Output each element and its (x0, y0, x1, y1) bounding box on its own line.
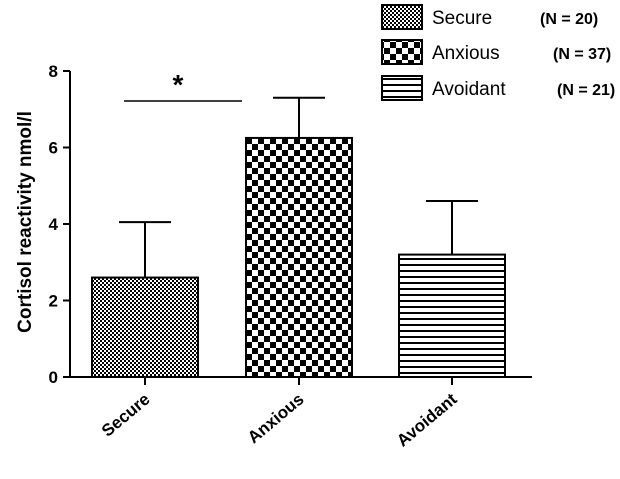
y-axis: 0 2 4 6 8 (49, 62, 71, 387)
legend: Secure (N = 20) Anxious (N = 37) Avoidant (N … (381, 4, 615, 101)
bar-avoidant (398, 253, 506, 379)
bar-anxious (245, 136, 353, 378)
legend-swatch-secure (381, 4, 423, 30)
y-tick-label-0: 0 (49, 368, 58, 387)
y-axis-title: Cortisol reactivity nmol/l (15, 111, 36, 333)
legend-swatch-avoidant (381, 75, 423, 101)
y-tick-label-2: 2 (49, 292, 58, 311)
y-tick-label-6: 6 (49, 139, 58, 158)
error-bars-group (119, 96, 478, 278)
significance-group: * (124, 69, 242, 102)
legend-swatch-anxious (381, 39, 423, 65)
legend-count-secure: (N = 20) (540, 11, 598, 28)
bar-secure (91, 276, 199, 378)
legend-label-anxious: Anxious (432, 43, 500, 64)
legend-count-anxious: (N = 37) (553, 46, 611, 63)
x-axis: Secure Anxious Avoidant (70, 376, 532, 450)
y-tick-label-8: 8 (49, 62, 58, 81)
x-tick-label-anxious: Anxious (244, 390, 308, 448)
legend-label-secure: Secure (432, 8, 492, 29)
bars-group (91, 136, 506, 379)
y-tick-label-4: 4 (49, 215, 59, 234)
x-tick-label-avoidant: Avoidant (393, 389, 461, 450)
x-tick-label-secure: Secure (98, 390, 154, 441)
legend-count-avoidant: (N = 21) (557, 82, 615, 99)
legend-label-avoidant: Avoidant (432, 79, 506, 100)
significance-star: * (173, 69, 184, 100)
